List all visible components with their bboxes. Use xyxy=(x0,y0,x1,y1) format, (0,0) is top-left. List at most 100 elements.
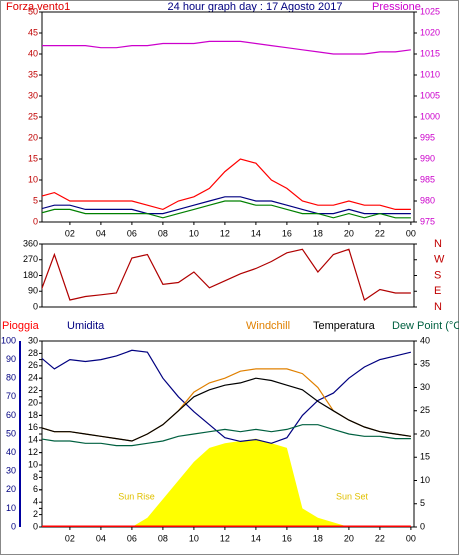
x-tick-label: 14 xyxy=(251,533,261,543)
rain-tick-label: 30 xyxy=(28,335,38,345)
x-tick-label: 06 xyxy=(127,533,137,543)
y2-tick-label: 1010 xyxy=(420,69,440,79)
y2-tick-label: 5 xyxy=(420,498,425,508)
y-tick-label: 360 xyxy=(23,238,38,248)
y-tick-label: 20 xyxy=(28,132,38,142)
y-tick-label: 180 xyxy=(23,270,38,280)
y-tick-label: 50 xyxy=(6,428,16,438)
series-line xyxy=(42,248,411,301)
y-tick-label: 100 xyxy=(1,335,16,345)
rain-tick-label: 22 xyxy=(28,385,38,395)
y2-tick-label: 1015 xyxy=(420,48,440,58)
series-line xyxy=(42,200,411,219)
x-tick-label: 14 xyxy=(251,228,261,238)
series-line xyxy=(42,158,411,211)
y-tick-label: 5 xyxy=(33,195,38,205)
annotation: Sun Rise xyxy=(118,491,155,501)
y2-tick-label: S xyxy=(434,269,441,281)
solar-area xyxy=(42,438,411,527)
series-line xyxy=(42,40,411,55)
y-tick-label: 80 xyxy=(6,373,16,383)
x-tick-label: 00 xyxy=(406,228,416,238)
y-tick-label: 0 xyxy=(33,301,38,311)
x-tick-label: 08 xyxy=(158,228,168,238)
legend-entry: Temperatura xyxy=(313,320,376,332)
x-tick-label: 00 xyxy=(406,533,416,543)
x-tick-label: 04 xyxy=(96,228,106,238)
rain-tick-label: 24 xyxy=(28,373,38,383)
y2-tick-label: 985 xyxy=(420,174,435,184)
y-tick-label: 10 xyxy=(28,174,38,184)
y2-tick-label: E xyxy=(434,285,441,297)
x-tick-label: 18 xyxy=(313,228,323,238)
y-tick-label: 60 xyxy=(6,410,16,420)
wind-label: Forza vento1 xyxy=(6,1,70,13)
y-tick-label: 15 xyxy=(28,153,38,163)
y2-tick-label: 25 xyxy=(420,405,430,415)
y-tick-label: 50 xyxy=(28,6,38,16)
y-tick-label: 90 xyxy=(28,286,38,296)
rain-tick-label: 4 xyxy=(33,497,38,507)
x-tick-label: 08 xyxy=(158,533,168,543)
y-tick-label: 0 xyxy=(11,521,16,531)
y2-tick-label: 0 xyxy=(420,521,425,531)
y2-tick-label: 995 xyxy=(420,132,435,142)
plot-area xyxy=(41,243,415,308)
rain-tick-label: 16 xyxy=(28,422,38,432)
x-tick-label: 02 xyxy=(65,533,75,543)
y-tick-label: 35 xyxy=(28,69,38,79)
x-tick-label: 10 xyxy=(189,228,199,238)
x-tick-label: 16 xyxy=(282,228,292,238)
y-tick-label: 0 xyxy=(33,216,38,226)
x-tick-label: 16 xyxy=(282,533,292,543)
rain-tick-label: 8 xyxy=(33,472,38,482)
x-tick-label: 06 xyxy=(127,228,137,238)
annotation: Sun Set xyxy=(336,491,369,501)
x-tick-label: 10 xyxy=(189,533,199,543)
x-tick-label: 22 xyxy=(375,533,385,543)
rain-tick-label: 26 xyxy=(28,360,38,370)
rain-tick-label: 2 xyxy=(33,509,38,519)
y-tick-label: 30 xyxy=(28,90,38,100)
y2-tick-label: 975 xyxy=(420,216,435,226)
y2-tick-label: 40 xyxy=(420,335,430,345)
x-tick-label: 12 xyxy=(220,228,230,238)
x-tick-label: 04 xyxy=(96,533,106,543)
y2-tick-label: 1025 xyxy=(420,6,440,16)
plot-area xyxy=(41,11,415,223)
y2-tick-label: 20 xyxy=(420,428,430,438)
y-tick-label: 270 xyxy=(23,254,38,264)
y2-tick-label: 30 xyxy=(420,382,430,392)
y2-tick-label: 980 xyxy=(420,195,435,205)
pressure-label: Pressione xyxy=(372,1,421,13)
x-tick-label: 20 xyxy=(344,228,354,238)
y-tick-label: 30 xyxy=(6,466,16,476)
y2-tick-label: N xyxy=(434,301,442,313)
series-line xyxy=(42,349,412,444)
plot xyxy=(42,248,411,301)
legend-entry: Dew Point (°C xyxy=(392,320,459,332)
y2-tick-label: 1000 xyxy=(420,111,440,121)
plot xyxy=(42,40,411,219)
legend-entry: Windchill xyxy=(246,320,290,332)
y2-tick-label: W xyxy=(434,254,445,266)
y-tick-label: 45 xyxy=(28,27,38,37)
rain-tick-label: 0 xyxy=(33,521,38,531)
rain-tick-label: 18 xyxy=(28,410,38,420)
y-tick-label: 10 xyxy=(6,503,16,513)
y-tick-label: 90 xyxy=(6,354,16,364)
series-line xyxy=(42,377,411,442)
x-tick-label: 12 xyxy=(220,533,230,543)
y-tick-label: 25 xyxy=(28,111,38,121)
y2-tick-label: 1005 xyxy=(420,90,440,100)
y-tick-label: 40 xyxy=(6,447,16,457)
rain-tick-label: 6 xyxy=(33,484,38,494)
x-tick-label: 18 xyxy=(313,533,323,543)
x-tick-label: 02 xyxy=(65,228,75,238)
y-tick-label: 20 xyxy=(6,484,16,494)
legend-entry: Pioggia xyxy=(2,320,40,332)
x-tick-label: 22 xyxy=(375,228,385,238)
rain-tick-label: 10 xyxy=(28,459,38,469)
series-line xyxy=(42,424,411,447)
